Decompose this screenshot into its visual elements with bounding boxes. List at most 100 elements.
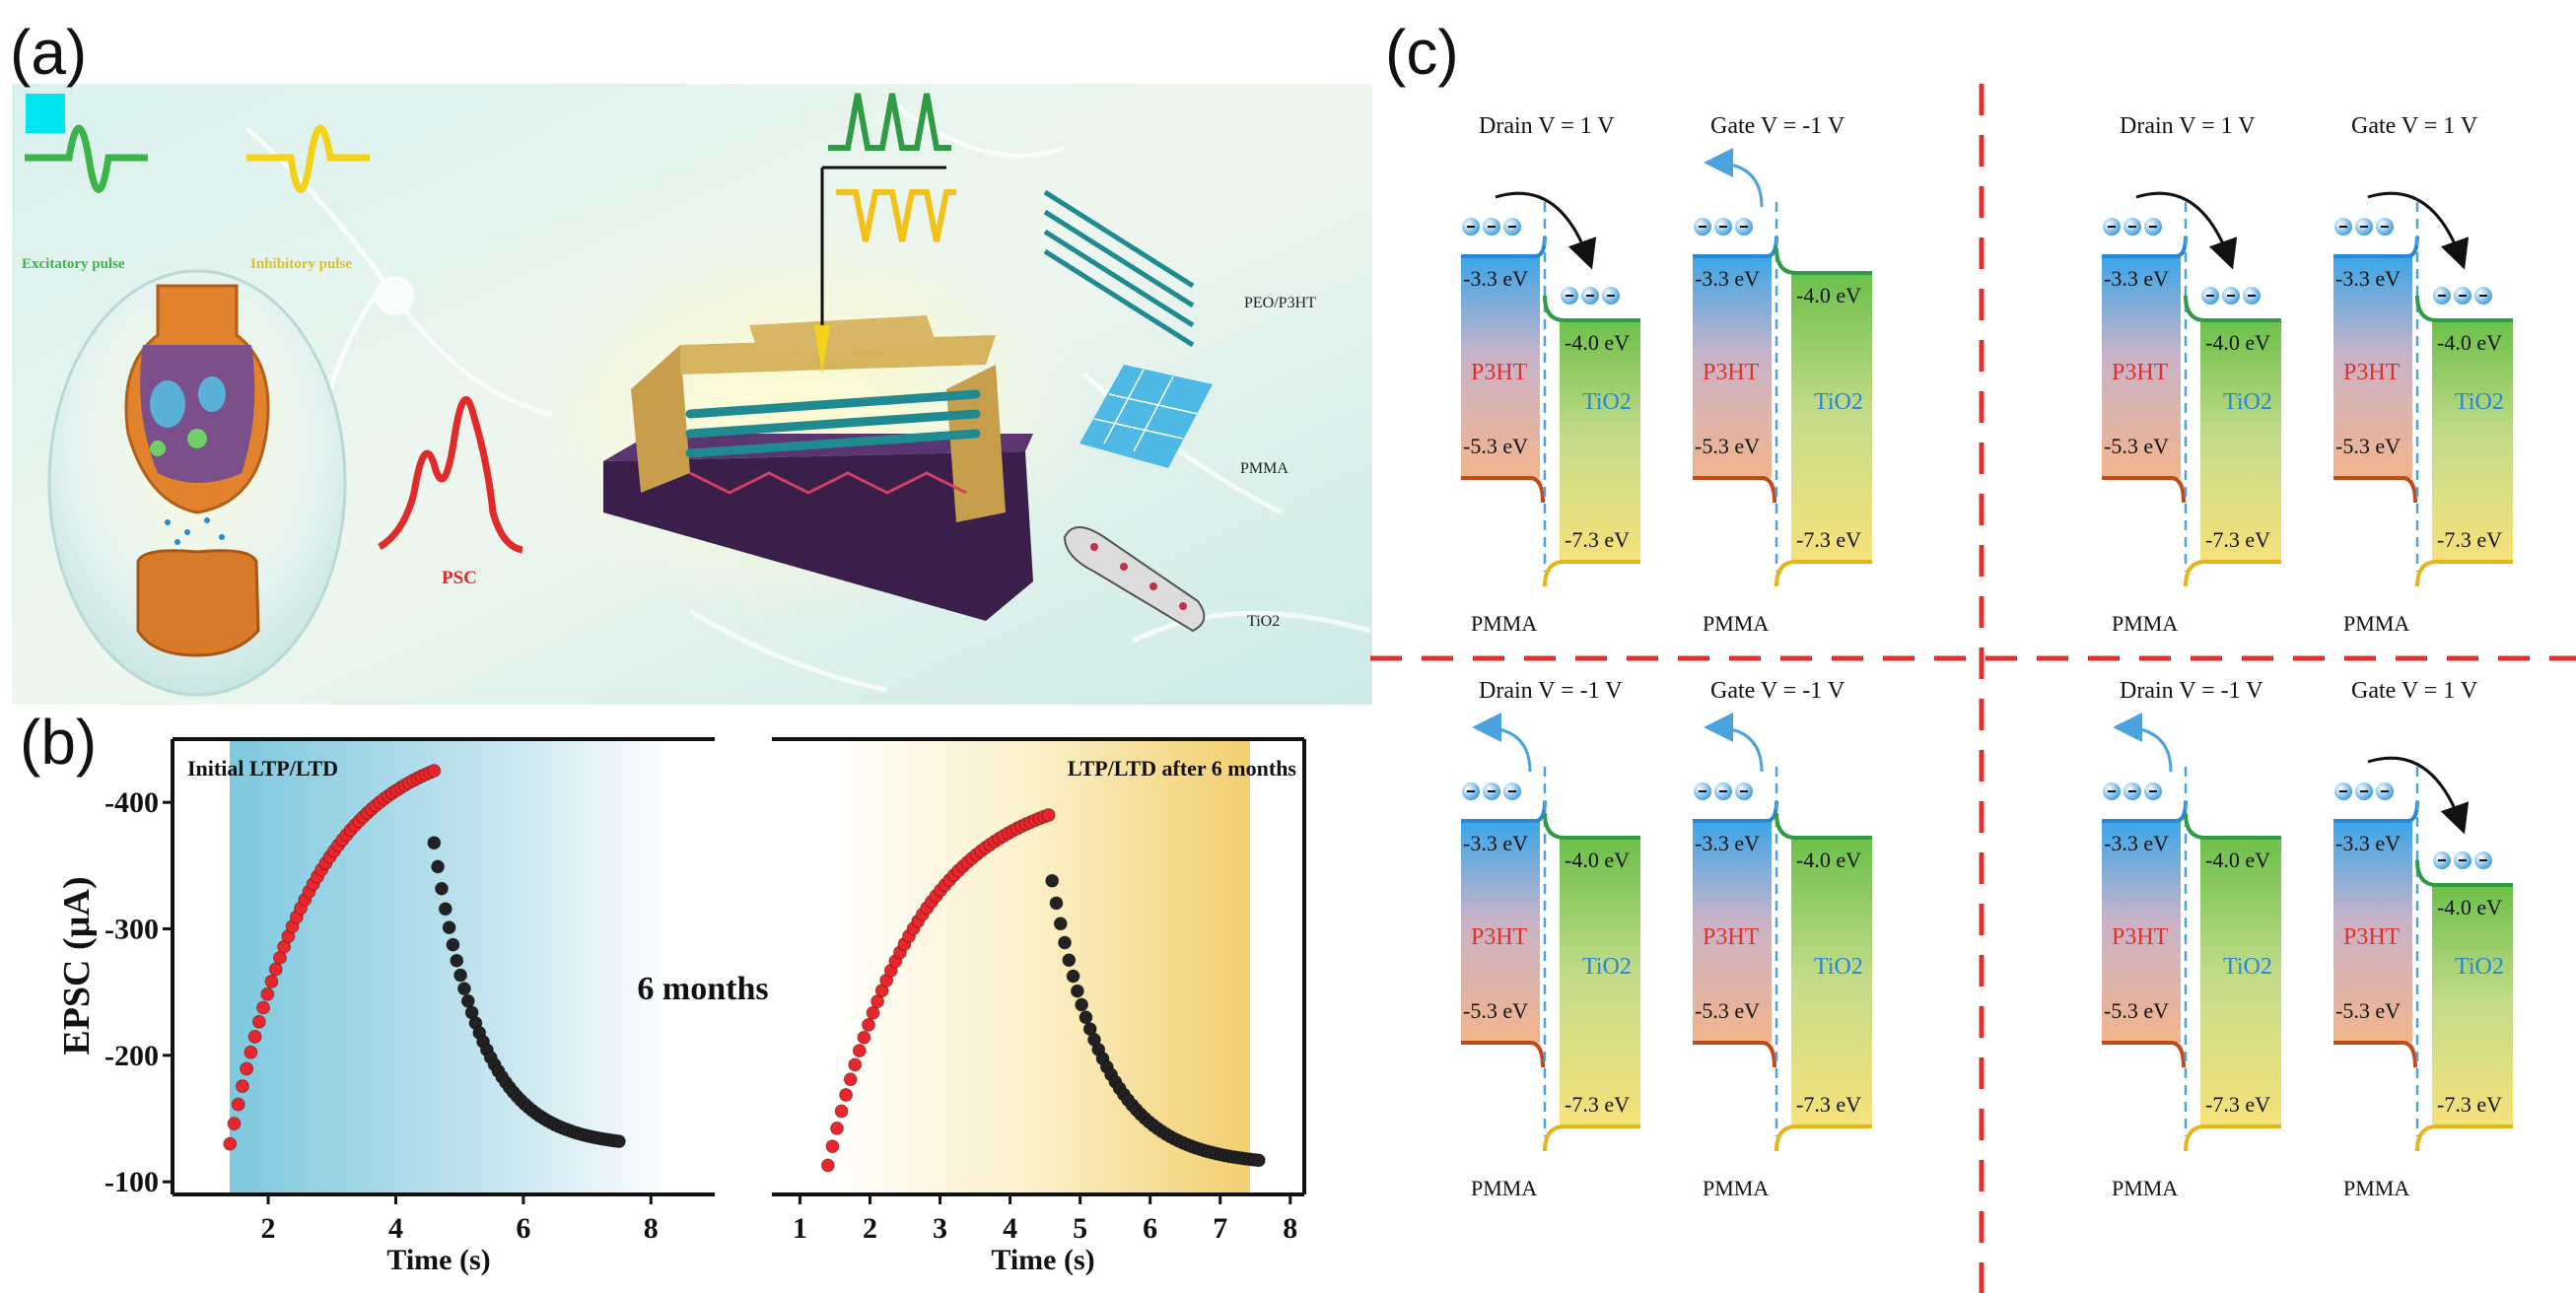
energy-label: -5.3 eV	[2335, 434, 2401, 458]
tio2-label: TiO2	[2455, 389, 2504, 415]
ltd-point	[1079, 1010, 1093, 1025]
ltd-point	[442, 920, 456, 935]
panel-b: (b) Initial LTP/LTD 2 4 6 8 -100 -200 -300 -400…	[20, 707, 1306, 1276]
energy-label: -4.0 eV	[2437, 895, 2502, 919]
p3ht-label: P3HT	[2343, 360, 2401, 385]
chart-after-ticks: 1 2 3 4 5 6 7 8	[793, 1194, 1297, 1245]
inhibitory-pulse-label: Inhibitory pulse	[250, 256, 352, 272]
energy-label: -5.3 eV	[1463, 998, 1528, 1023]
y-tick-label: -300	[104, 914, 159, 946]
chart-initial-xlabel: Time (s)	[386, 1244, 490, 1276]
ltd-point	[1062, 953, 1077, 968]
band-diagram: Drain V = -1 V -3.3 eV P3HT -5.3 eV -4.0 eV T…	[1461, 678, 1640, 1200]
cyan-marker	[26, 94, 65, 133]
band-diagram: Drain V = 1 V -3.3 eV P3HT -5.3 eV -4.0 eV Ti…	[1461, 113, 1640, 636]
peo-p3ht-icon	[1043, 189, 1195, 348]
chart-after-points	[820, 808, 1266, 1173]
pmma-label: PMMA	[1703, 1176, 1769, 1200]
chart-initial-points	[223, 764, 626, 1151]
pmma-label: PMMA	[2343, 1176, 2409, 1200]
y-tick-label: -400	[104, 786, 159, 819]
energy-label: -3.3 eV	[1463, 831, 1528, 855]
excitatory-pulse-label: Excitatory pulse	[22, 256, 125, 272]
bias-label: Gate V = -1 V	[1710, 678, 1845, 704]
tio2-label: TiO2	[1814, 389, 1863, 415]
bias-label: Gate V = 1 V	[2351, 113, 2478, 139]
energy-label: -5.3 eV	[2104, 998, 2169, 1023]
inhibitory-pulse-icon	[246, 124, 370, 193]
chart-after-xlabel: Time (s)	[991, 1244, 1094, 1276]
energy-label: -3.3 eV	[2104, 266, 2169, 291]
p3ht-band	[2333, 821, 2412, 1043]
p3ht-band	[2102, 256, 2181, 478]
pmma-label: PMMA	[1471, 1176, 1537, 1200]
tio2-band	[2432, 320, 2513, 562]
transistor-device	[603, 315, 1033, 621]
energy-label: -3.3 eV	[2104, 831, 2169, 855]
band-diagram: Drain V = -1 V -3.3 eV P3HT -5.3 eV -4.0 eV T…	[2102, 678, 2281, 1200]
psc-label: PSC	[442, 568, 477, 588]
tio2-band	[1560, 838, 1640, 1126]
energy-label: -4.0 eV	[1565, 330, 1630, 355]
layer-label-tio2: TiO2	[1247, 613, 1280, 630]
panel-label-a: (a)	[10, 17, 87, 88]
psc-waveform-icon	[378, 396, 523, 554]
pmma-icon	[1079, 365, 1213, 468]
energy-label: -4.0 eV	[2205, 330, 2270, 355]
energy-label: -5.3 eV	[1695, 998, 1760, 1023]
inhibitory-spike-train	[836, 189, 956, 242]
ltd-point	[1070, 984, 1084, 998]
band-diagram: Drain V = 1 V -3.3 eV P3HT -5.3 eV -4.0 eV Ti…	[2102, 113, 2281, 636]
ltp-point	[834, 1104, 849, 1119]
ltp-point	[260, 987, 275, 1001]
energy-label: -7.3 eV	[2205, 527, 2270, 552]
ltp-point	[848, 1057, 863, 1072]
bias-label: Drain V = 1 V	[1479, 113, 1615, 139]
x-tick-label: 7	[1213, 1212, 1227, 1245]
p3ht-band	[2333, 256, 2412, 478]
ltp-point	[857, 1030, 871, 1045]
energy-label: -7.3 eV	[1796, 527, 1861, 552]
band-diagram: Gate V = -1 V -3.3 eV P3HT -5.3 eV -4.0 eV Ti…	[1693, 678, 1872, 1200]
chart-initial-title: Initial LTP/LTD	[187, 756, 338, 781]
p3ht-band	[2102, 821, 2181, 1043]
x-tick-label: 3	[933, 1212, 947, 1245]
energy-label: -4.0 eV	[1796, 848, 1861, 872]
energy-label: -3.3 eV	[1463, 266, 1528, 291]
energy-label: -7.3 eV	[2437, 1092, 2502, 1117]
tio2-icon	[1063, 526, 1206, 633]
p3ht-band	[1693, 821, 1772, 1043]
x-tick-label: 2	[863, 1212, 877, 1245]
energy-label: -7.3 eV	[2437, 527, 2502, 552]
p3ht-band	[1461, 821, 1540, 1043]
ltd-point	[453, 968, 468, 983]
ltd-point	[1058, 935, 1073, 950]
tio2-band	[2200, 838, 2281, 1126]
energy-label: -5.3 eV	[1463, 434, 1528, 458]
band-diagram: Gate V = 1 V -3.3 eV P3HT -5.3 eV -4.0 eV TiO…	[2333, 678, 2513, 1200]
chart-initial-ticks: 2 4 6 8 -100 -200 -300 -400	[104, 786, 659, 1245]
y-tick-label: -100	[104, 1166, 159, 1198]
ltp-point	[861, 1017, 875, 1032]
x-tick-label: 2	[261, 1212, 276, 1245]
x-tick-label: 8	[1283, 1212, 1297, 1245]
p3ht-label: P3HT	[2112, 360, 2169, 385]
panel-c: (c) Drain V = 1 V -3.3 eV P3HT -5.3 eV -4.0 …	[1370, 17, 2576, 1293]
ltp-point	[852, 1044, 867, 1058]
chart-initial-ylabel: EPSC (µA)	[56, 876, 98, 1055]
ltp-point	[866, 1005, 880, 1020]
ltp-point	[820, 1158, 835, 1173]
tio2-label: TiO2	[1582, 389, 1632, 415]
pmma-label: PMMA	[2112, 1176, 2178, 1200]
band-diagram: Gate V = 1 V -3.3 eV P3HT -5.3 eV -4.0 eV TiO…	[2333, 113, 2513, 636]
excitatory-pulse-icon	[25, 124, 148, 193]
chart-initial-shade	[230, 739, 673, 1194]
ltd-point	[1075, 997, 1089, 1012]
six-months-label: 6 months	[637, 971, 768, 1007]
ltd-point	[1049, 896, 1064, 911]
ltp-point	[244, 1045, 258, 1059]
chart-initial: Initial LTP/LTD 2 4 6 8 -100 -200 -300 -400 Tim…	[56, 737, 715, 1276]
layer-label-peo-p3ht: PEO/P3HT	[1244, 295, 1316, 311]
layer-label-pmma: PMMA	[1240, 460, 1288, 477]
ltd-point	[431, 859, 446, 874]
